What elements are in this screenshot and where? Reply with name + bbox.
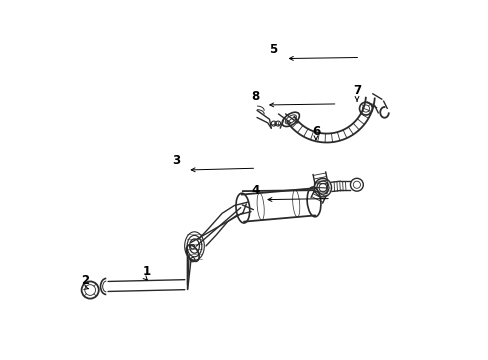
Text: 2: 2 (81, 274, 89, 287)
Text: 6: 6 (311, 125, 320, 138)
Text: 7: 7 (352, 84, 360, 97)
Text: 8: 8 (250, 90, 259, 103)
Text: 4: 4 (250, 184, 259, 197)
Text: 3: 3 (172, 154, 181, 167)
Text: 5: 5 (268, 43, 277, 56)
Text: 1: 1 (142, 265, 150, 278)
